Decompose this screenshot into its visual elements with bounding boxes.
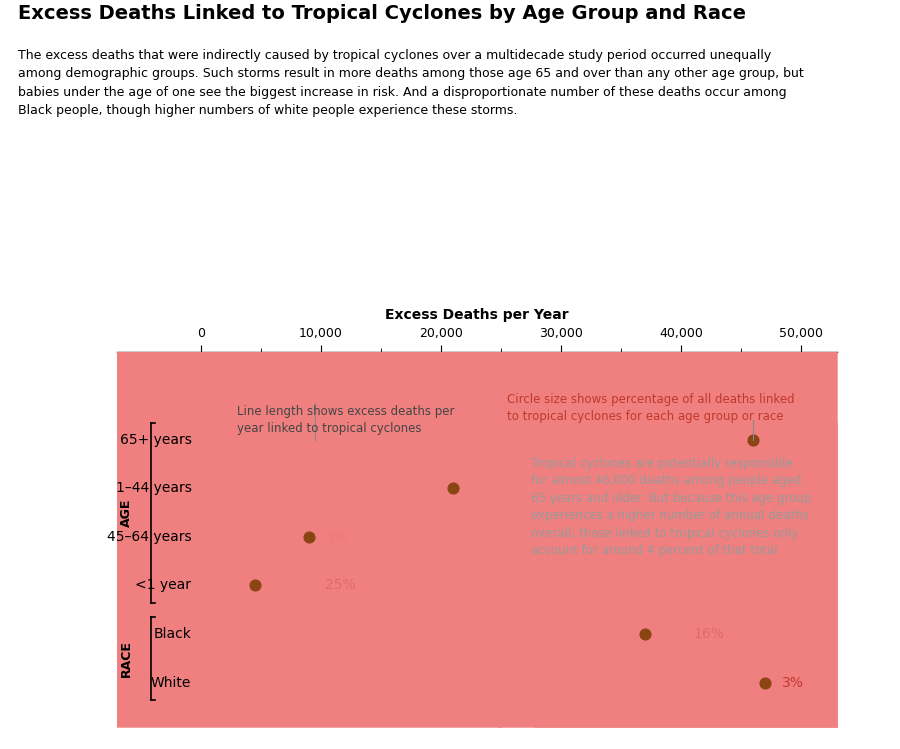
Point — [638, 628, 652, 640]
Point — [302, 531, 316, 543]
Text: Circle size shows percentage of all deaths linked
to tropical cyclones for each : Circle size shows percentage of all deat… — [507, 393, 795, 423]
Point — [446, 482, 460, 494]
Point — [302, 531, 316, 543]
Point — [248, 580, 262, 592]
Text: 3%: 3% — [782, 676, 804, 690]
Point — [746, 434, 760, 446]
Point — [758, 677, 772, 689]
Text: <1 year: <1 year — [135, 578, 192, 592]
Text: 65+ years: 65+ years — [120, 433, 192, 446]
Text: White: White — [151, 676, 192, 690]
Text: The excess deaths that were indirectly caused by tropical cyclones over a multid: The excess deaths that were indirectly c… — [18, 49, 804, 117]
X-axis label: Excess Deaths per Year: Excess Deaths per Year — [385, 308, 569, 322]
Text: AGE: AGE — [120, 498, 133, 527]
Text: Tropical cyclones are potentially responsible
for almost 46,000 deaths among peo: Tropical cyclones are potentially respon… — [531, 457, 812, 557]
Text: 15%: 15% — [499, 481, 529, 495]
Text: Excess Deaths Linked to Tropical Cyclones by Age Group and Race: Excess Deaths Linked to Tropical Cyclone… — [18, 4, 746, 22]
Text: 1–44 years: 1–44 years — [115, 481, 192, 495]
Text: 16%: 16% — [693, 627, 724, 641]
Text: 45–64 years: 45–64 years — [107, 530, 192, 544]
Point — [638, 628, 652, 640]
Text: Line length shows excess deaths per
year linked to tropical cyclones: Line length shows excess deaths per year… — [237, 404, 454, 434]
Text: 25%: 25% — [325, 578, 356, 592]
Text: 4%: 4% — [772, 433, 794, 446]
Text: 3%: 3% — [326, 530, 347, 544]
Point — [758, 677, 772, 689]
Point — [746, 434, 760, 446]
Text: Black: Black — [154, 627, 192, 641]
Point — [248, 580, 262, 592]
Text: RACE: RACE — [120, 640, 133, 677]
Point — [446, 482, 460, 494]
